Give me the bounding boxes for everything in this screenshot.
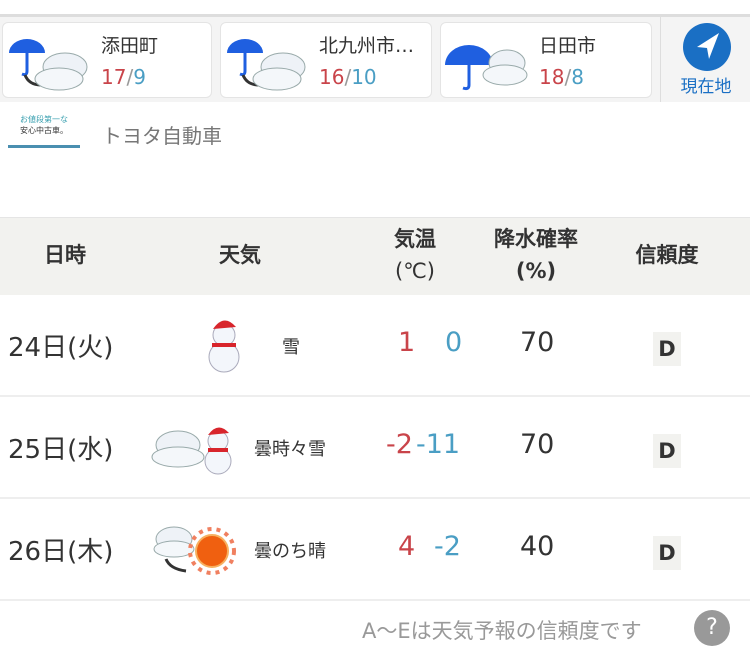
ad-logo[interactable]: お値段第一な 安心中古車。: [8, 102, 80, 148]
precip-prob: 70: [520, 429, 555, 460]
low-temp: -2: [434, 531, 461, 562]
reliability-badge: D: [653, 332, 681, 366]
row-date: 24日(火): [8, 333, 114, 363]
low-temp: 9: [133, 65, 146, 89]
low-temp: -11: [416, 429, 461, 460]
current-location-button[interactable]: 現在地: [660, 17, 750, 102]
table-row: 25日(水) 曇時々雪 -2 -11 70 D: [0, 397, 750, 499]
reliability-badge: D: [653, 536, 681, 570]
ad-logo-text: お値段第一な: [20, 115, 68, 124]
weather-text: 曇時々雪: [254, 439, 326, 460]
header-temp: 気温: [394, 227, 436, 251]
high-temp: 16: [319, 65, 345, 89]
high-temp: -2: [386, 429, 413, 460]
header-pop-unit: (%): [515, 259, 557, 283]
top-divider: [0, 14, 750, 17]
table-row: 24日(火) 雪 1 0 70 D: [0, 295, 750, 397]
header-reliability: 信頼度: [635, 243, 699, 267]
rain-cloudy-icon: [445, 45, 528, 91]
location-arrow-icon: [683, 23, 731, 71]
low-temp: 8: [571, 65, 584, 89]
high-temp: 4: [398, 531, 416, 562]
row-date: 26日(木): [8, 537, 114, 567]
cloudy-sometimes-snow-icon: [151, 427, 232, 475]
reliability-note: A〜Eは天気予報の信頼度です: [362, 619, 642, 643]
row-date: 25日(水): [8, 435, 114, 465]
city-name: 日田市: [539, 35, 597, 57]
high-temp: 1: [398, 327, 416, 358]
cloudy-then-sunny-icon: [153, 526, 236, 575]
current-location-label: 現在地: [680, 77, 732, 97]
table-row: 26日(木) 曇のち晴 4 -2 40 D: [0, 499, 750, 601]
city-card[interactable]: 添田町 17/9: [2, 22, 212, 98]
high-temp: 18: [539, 65, 565, 89]
low-temp: 0: [445, 327, 463, 358]
city-name: 添田町: [101, 35, 159, 57]
weather-text: 曇のち晴: [254, 541, 326, 562]
header-pop: 降水確率: [494, 227, 578, 251]
precip-prob: 70: [520, 327, 555, 358]
city-name: 北九州市…: [319, 35, 415, 57]
help-icon[interactable]: ?: [694, 610, 730, 646]
low-temp: 10: [351, 65, 377, 89]
precip-prob: 40: [520, 531, 555, 562]
city-card[interactable]: 北九州市… 16/10: [220, 22, 432, 98]
rain-then-cloudy-icon: [9, 39, 88, 91]
ad-logo-text: 安心中古車。: [20, 126, 68, 135]
ad-company[interactable]: トヨタ自動車: [102, 124, 222, 148]
rain-then-cloudy-icon: [227, 39, 306, 91]
weather-text: 雪: [282, 337, 300, 358]
high-temp: 17: [101, 65, 127, 89]
table-header: 日時 天気 気温 (℃) 降水確率 (%) 信頼度: [0, 217, 750, 295]
header-temp-unit: (℃): [395, 259, 435, 283]
reliability-badge: D: [653, 434, 681, 468]
city-card[interactable]: 日田市 18/8: [440, 22, 652, 98]
header-weather: 天気: [219, 243, 261, 267]
snow-icon: [208, 320, 240, 373]
header-date: 日時: [44, 243, 86, 267]
